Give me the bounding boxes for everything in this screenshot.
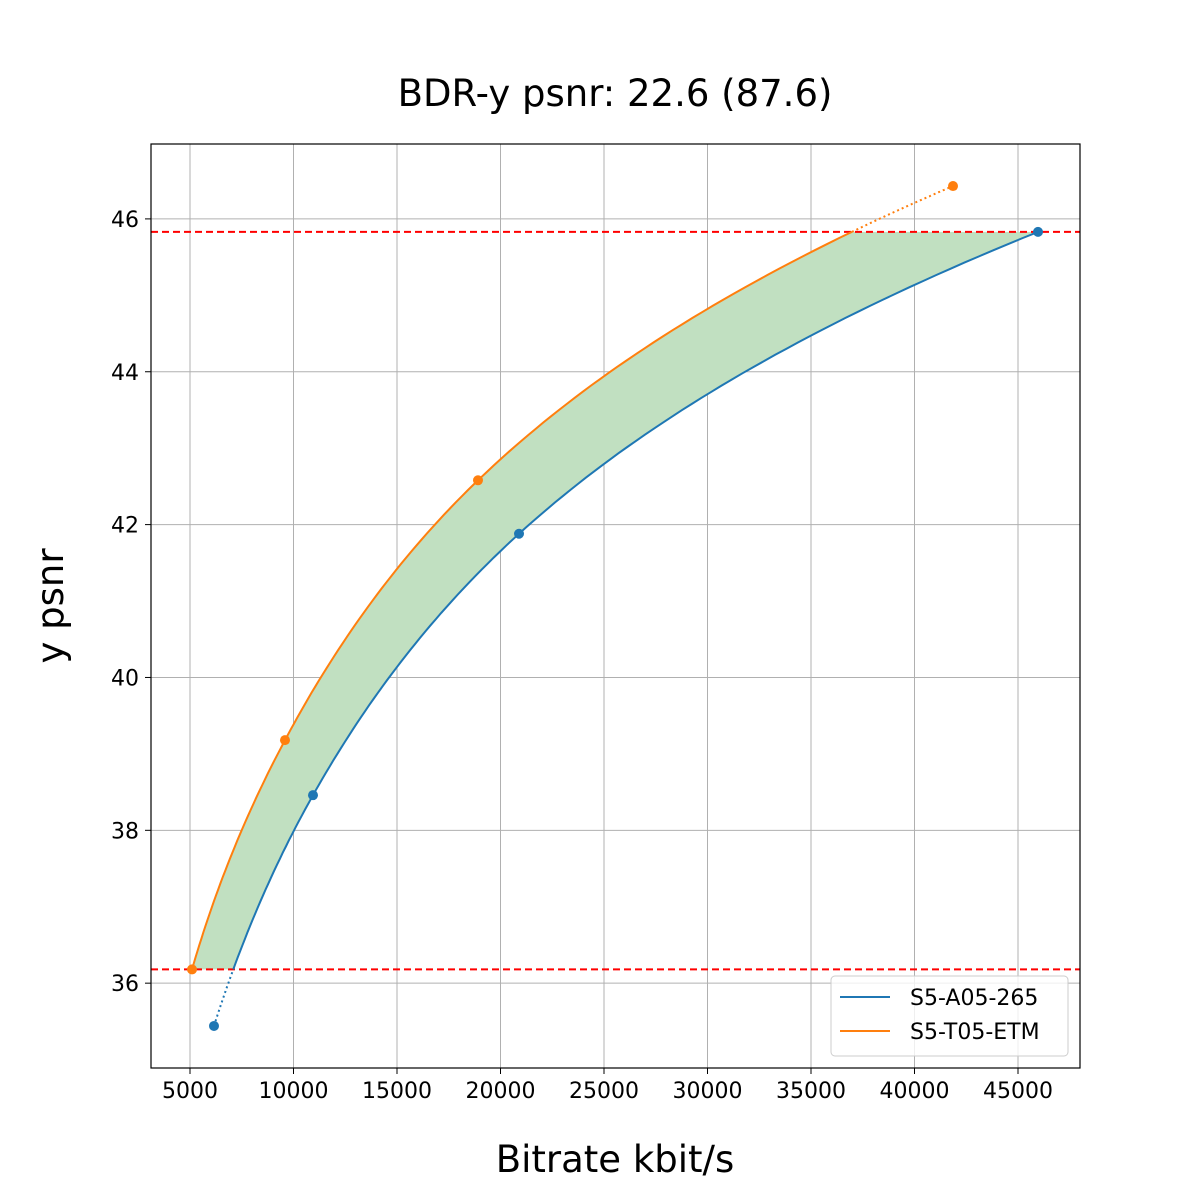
legend-label-1: S5-T05-ETM — [910, 1020, 1040, 1045]
x-tick-label: 30000 — [673, 1079, 743, 1104]
x-tick-label: 5000 — [162, 1079, 218, 1104]
grid — [151, 144, 1080, 1068]
series-line — [232, 230, 1039, 970]
legend-label-0: S5-A05-265 — [910, 986, 1038, 1011]
y-axis-label: y psnr — [29, 548, 72, 664]
data-point — [948, 181, 959, 192]
y-tick-label: 46 — [111, 208, 139, 233]
y-tick-label: 36 — [111, 972, 139, 997]
x-tick-label: 45000 — [983, 1079, 1053, 1104]
x-tick-label: 10000 — [258, 1079, 328, 1104]
x-tick-label: 20000 — [466, 1079, 536, 1104]
series-extrapolation-low — [213, 969, 235, 1027]
y-tick-label: 38 — [111, 819, 139, 844]
axes-frame — [150, 143, 1081, 1069]
data-point — [208, 1020, 219, 1031]
y-tick-label: 42 — [111, 514, 139, 539]
x-axis-label: Bitrate kbit/s — [496, 1138, 735, 1181]
series-line — [191, 230, 853, 970]
data-point — [472, 475, 483, 486]
x-tick-label: 15000 — [362, 1079, 432, 1104]
data-point — [307, 790, 318, 801]
series-extrapolation-high — [851, 185, 954, 233]
ticks: 5000 10000 15000 20000 25000 30000 35000 40000 4… — [111, 208, 1053, 1104]
data-point — [279, 735, 290, 746]
y-tick-label: 44 — [111, 361, 139, 386]
plot-area — [151, 181, 1080, 1031]
data-point — [1032, 226, 1043, 237]
chart-title: BDR-y psnr: 22.6 (87.6) — [398, 72, 833, 115]
data-point — [187, 964, 198, 975]
data-point — [514, 528, 525, 539]
fill-between-area — [192, 231, 1038, 970]
x-tick-label: 25000 — [569, 1079, 639, 1104]
x-tick-label: 35000 — [776, 1079, 846, 1104]
legend: S5-A05-265 S5-T05-ETM — [830, 975, 1069, 1057]
legend-box — [830, 975, 1069, 1057]
x-tick-label: 40000 — [880, 1079, 950, 1104]
y-tick-label: 40 — [111, 666, 139, 691]
